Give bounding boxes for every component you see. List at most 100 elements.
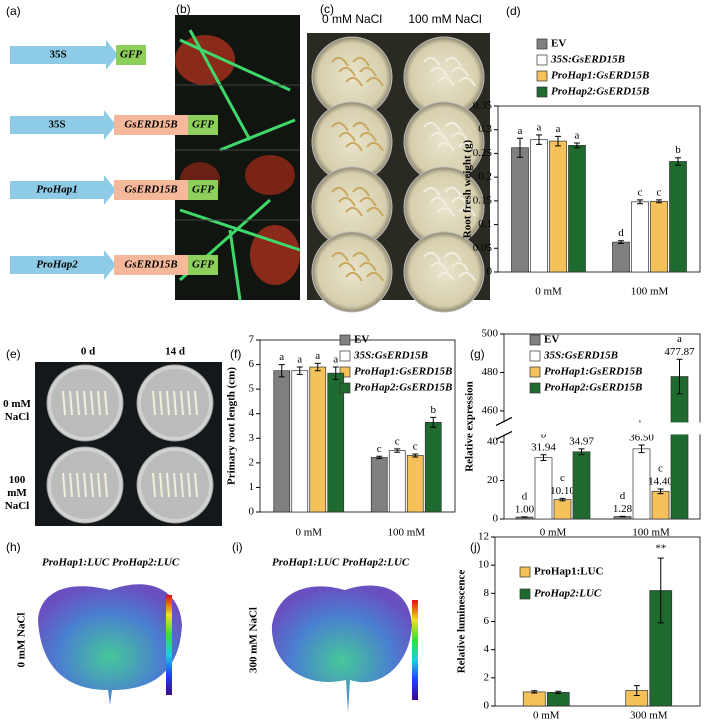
y-axis-label: Relative luminescence [456, 570, 468, 674]
seedling [451, 261, 469, 272]
bar [327, 372, 345, 513]
seedling [451, 131, 469, 142]
y-tick-label: 6 [484, 615, 490, 627]
legend-swatch [339, 350, 351, 362]
panel-label: (g) [470, 347, 485, 361]
annotation: ** [655, 543, 666, 555]
error-bar [376, 455, 383, 460]
seedling [331, 121, 349, 132]
seedling [430, 196, 448, 207]
bar [309, 366, 327, 513]
bar [370, 457, 388, 513]
seedling [69, 390, 73, 416]
bar [291, 370, 309, 513]
error-bar [536, 134, 542, 145]
legend-swatch [339, 382, 351, 394]
value-label: 14.40 [648, 476, 673, 488]
value-label: 1.28 [613, 503, 633, 515]
gene-label: GsERD15B [124, 184, 177, 196]
seedling [166, 472, 170, 498]
photo-h [38, 584, 182, 705]
seedling [352, 251, 370, 262]
x-tick-label: 0 mM [540, 527, 567, 539]
value-label: 1.00 [515, 503, 535, 515]
seedling [159, 472, 163, 498]
seedling [430, 131, 448, 142]
seedling [187, 472, 191, 498]
legend-swatch [519, 566, 531, 578]
error-bar [278, 364, 285, 378]
y-tick-label: 0 [487, 266, 493, 278]
bar [651, 490, 670, 520]
seedling [430, 66, 448, 77]
seedling [104, 390, 108, 416]
seedling [444, 56, 462, 67]
seedling [338, 66, 356, 77]
seedling [458, 141, 476, 152]
legend-label: ProHap2:GsERD15B [544, 382, 642, 394]
photo-label: ProHap1:LUC [272, 557, 340, 569]
seedling [345, 76, 363, 87]
seedling [430, 261, 448, 272]
photo-label: ProHap2:LUC [342, 557, 410, 569]
value-label: 36.50 [629, 432, 654, 444]
bar [568, 145, 586, 273]
panel-label: (e) [6, 347, 21, 361]
seedling [69, 472, 73, 498]
side-label: 300 mM NaCl [248, 607, 260, 673]
legend-label: 35S:GsERD15B [353, 350, 428, 362]
error-bar [531, 690, 538, 694]
y-tick-label: 12 [478, 531, 489, 543]
bar [572, 451, 591, 520]
promoter-arrow [10, 110, 116, 140]
photo-label: 0 mM NaCl [322, 12, 382, 26]
error-bar [540, 454, 547, 461]
y-tick-label: 7 [249, 334, 255, 346]
plot-frame [497, 105, 701, 273]
gene-label: GFP [192, 259, 214, 271]
legend-label: ProHap1:GsERD15B [544, 366, 642, 378]
error-bar [656, 199, 662, 204]
legend-swatch [529, 382, 541, 394]
seedling [345, 271, 363, 282]
seedling [338, 261, 356, 272]
seedling [359, 261, 377, 272]
y-axis-label: Primary root length (cm) [226, 367, 238, 485]
y-axis-label: Relative expression [464, 381, 476, 472]
error-bar [657, 488, 664, 495]
bar [522, 691, 546, 707]
gene-box [114, 115, 188, 135]
seedling [359, 196, 377, 207]
y-tick-label: 2 [249, 456, 255, 468]
y-tick-label: 460 [482, 404, 499, 416]
y-tick-label: 40 [487, 436, 499, 448]
seedling [437, 141, 455, 152]
seedling [173, 472, 177, 498]
seedling [76, 390, 80, 416]
significance-letter: b [431, 404, 437, 416]
error-bar [657, 557, 664, 624]
seedling [338, 196, 356, 207]
value-label: 10.10 [550, 485, 575, 497]
promoter-arrow [10, 40, 118, 70]
significance-letter: a [279, 351, 284, 363]
bar [670, 376, 689, 520]
value-label: 31.94 [531, 441, 556, 453]
seedling [159, 390, 163, 416]
seedling [366, 141, 384, 152]
y-tick-label: 4 [484, 643, 490, 655]
photo-b [175, 15, 301, 301]
gene-label: GFP [192, 184, 214, 196]
error-bar [430, 416, 437, 428]
legend-swatch [529, 334, 541, 346]
seedling [187, 390, 191, 416]
y-tick-label: 0.35 [473, 100, 493, 112]
photo-c [307, 33, 490, 313]
gene-label: GsERD15B [124, 259, 177, 271]
y-tick-label: 1 [249, 481, 255, 493]
bar [530, 139, 548, 273]
seedling [194, 472, 198, 498]
error-bar [675, 157, 681, 166]
photo-label: 0 d [81, 346, 95, 358]
legend-label: ProHap2:GsERD15B [354, 382, 452, 394]
